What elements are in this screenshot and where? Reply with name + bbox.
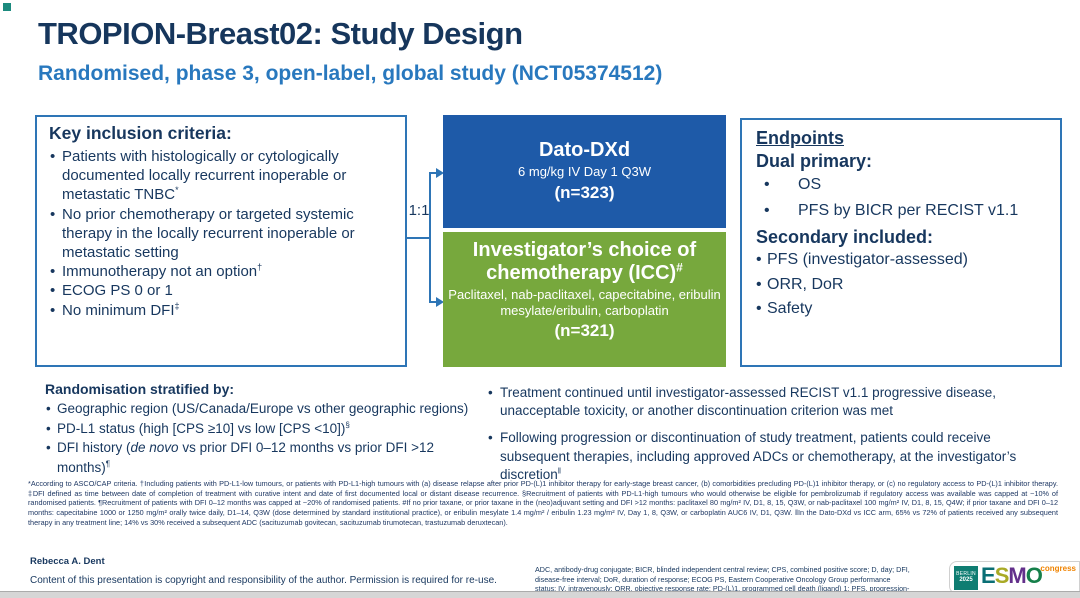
randomisation-ratio-label: 1:1: [408, 202, 430, 219]
inclusion-heading: Key inclusion criteria:: [49, 123, 232, 143]
arm-dato-dxd-box: Dato-DXd 6 mg/kg IV Day 1 Q3W (n=323): [443, 115, 726, 228]
strat-text: DFI history (: [57, 440, 131, 456]
page-subtitle: Randomised, phase 3, open-label, global …: [38, 62, 663, 85]
esmo-year-text: 2025: [959, 577, 973, 584]
stratification-item: Geographic region (US/Canada/Europe vs o…: [45, 399, 490, 419]
footnote-marker: *: [175, 185, 179, 196]
stratification-item: DFI history (de novo vs prior DFI 0–12 m…: [45, 438, 490, 477]
slide-bottom-edge: [0, 591, 1080, 598]
esmo-congress-text: congress: [1040, 564, 1076, 573]
footnotes-paragraph: *According to ASCO/CAP criteria. †Includ…: [28, 479, 1058, 527]
page-title: TROPION-Breast02: Study Design: [38, 16, 523, 51]
esmo-letter: S: [994, 563, 1010, 588]
copyright-notice: Content of this presentation is copyrigh…: [30, 575, 497, 586]
endpoints-box: Endpoints Dual primary: OS PFS by BICR p…: [740, 118, 1062, 367]
strat-text: PD-L1 status (high [CPS ≥10] vs low [CPS…: [57, 420, 346, 436]
inclusion-item-text: Immunotherapy not an option: [62, 263, 258, 281]
inclusion-item-text: ECOG PS 0 or 1: [62, 282, 173, 300]
arm-icc-name: Investigator’s choice of chemotherapy (I…: [443, 239, 726, 285]
inclusion-list: Patients with histologically or cytologi…: [49, 147, 395, 320]
inclusion-item: No prior chemotherapy or targeted system…: [49, 205, 395, 263]
dual-primary-list: OS PFS by BICR per RECIST v1.1: [756, 172, 1054, 225]
arrow-right-icon: [436, 168, 444, 178]
esmo-letter: M: [1008, 563, 1026, 588]
secondary-label: Secondary included:: [756, 226, 934, 247]
treatment-note-item: Following progression or discontinuation…: [487, 429, 1059, 484]
author-name: Rebecca A. Dent: [30, 556, 105, 567]
inclusion-item: ECOG PS 0 or 1: [49, 281, 395, 300]
stratification-list: Geographic region (US/Canada/Europe vs o…: [45, 399, 490, 477]
stratification-section: Randomisation stratified by: Geographic …: [45, 381, 490, 477]
endpoint-item: Safety: [756, 297, 1054, 322]
arm-dato-dose: 6 mg/kg IV Day 1 Q3W: [518, 164, 651, 179]
connector-line: [430, 301, 437, 303]
endpoint-item: OS: [756, 172, 1054, 198]
treatment-notes-list: Treatment continued until investigator-a…: [487, 384, 1059, 484]
arm-dato-n: (n=323): [554, 182, 615, 202]
secondary-list: PFS (investigator-assessed) ORR, DoR Saf…: [756, 248, 1054, 322]
esmo-berlin-badge: BERLIN 2025: [954, 566, 978, 590]
connector-line: [430, 172, 437, 174]
note-text: Following progression or discontinuation…: [500, 430, 1017, 482]
esmo-venue-text: BERLIN: [956, 570, 976, 577]
connector-line: [407, 237, 430, 239]
treatment-note-item: Treatment continued until investigator-a…: [487, 384, 1059, 420]
esmo-letter: O: [1025, 563, 1043, 588]
arm-icc-box: Investigator’s choice of chemotherapy (I…: [443, 232, 726, 367]
inclusion-item: No minimum DFI‡: [49, 301, 395, 320]
arrow-right-icon: [436, 297, 444, 307]
endpoint-item: PFS by BICR per RECIST v1.1: [756, 198, 1054, 224]
connector-line: [429, 172, 431, 303]
endpoints-heading: Endpoints: [756, 128, 844, 148]
corner-mark-decoration: [3, 3, 11, 11]
treatment-notes-section: Treatment continued until investigator-a…: [487, 384, 1059, 493]
esmo-congress-logo: BERLIN 2025 ESMO congress: [949, 561, 1080, 594]
footnote-marker: †: [257, 262, 263, 273]
inclusion-item-text: No minimum DFI: [62, 301, 175, 319]
footnote-marker: §: [345, 420, 350, 430]
inclusion-item: Immunotherapy not an option†: [49, 262, 395, 281]
arm-dato-name: Dato-DXd: [538, 139, 631, 161]
endpoint-item: PFS (investigator-assessed): [756, 248, 1054, 273]
footnote-marker: ‖: [557, 466, 562, 476]
endpoint-item: ORR, DoR: [756, 273, 1054, 298]
stratification-heading: Randomisation stratified by:: [45, 381, 235, 397]
strat-text: Geographic region (US/Canada/Europe vs o…: [57, 401, 469, 416]
inclusion-criteria-box: Key inclusion criteria: Patients with hi…: [35, 115, 407, 367]
inclusion-item: Patients with histologically or cytologi…: [49, 147, 395, 205]
esmo-wordmark: ESMO: [981, 563, 1043, 588]
note-text: Treatment continued until investigator-a…: [500, 385, 996, 419]
stratification-item: PD-L1 status (high [CPS ≥10] vs low [CPS…: [45, 419, 490, 439]
footnote-marker: ¶: [105, 459, 111, 469]
dual-primary-label: Dual primary:: [756, 151, 873, 171]
inclusion-item-text: Patients with histologically or cytologi…: [62, 148, 347, 204]
footnote-marker: ‡: [174, 300, 180, 311]
arm-icc-name-text: Investigator’s choice of chemotherapy (I…: [472, 239, 697, 284]
footnote-marker: #: [676, 260, 683, 275]
inclusion-item-text: No prior chemotherapy or targeted system…: [62, 205, 355, 261]
strat-italic: de novo: [130, 440, 179, 456]
esmo-letter: E: [981, 563, 996, 588]
strat-text: vs prior DFI 0–12 months vs prior DFI >1…: [57, 440, 435, 475]
arm-icc-n: (n=321): [554, 321, 615, 341]
arm-icc-drugs: Paclitaxel, nab-paclitaxel, capecitabine…: [448, 287, 721, 318]
